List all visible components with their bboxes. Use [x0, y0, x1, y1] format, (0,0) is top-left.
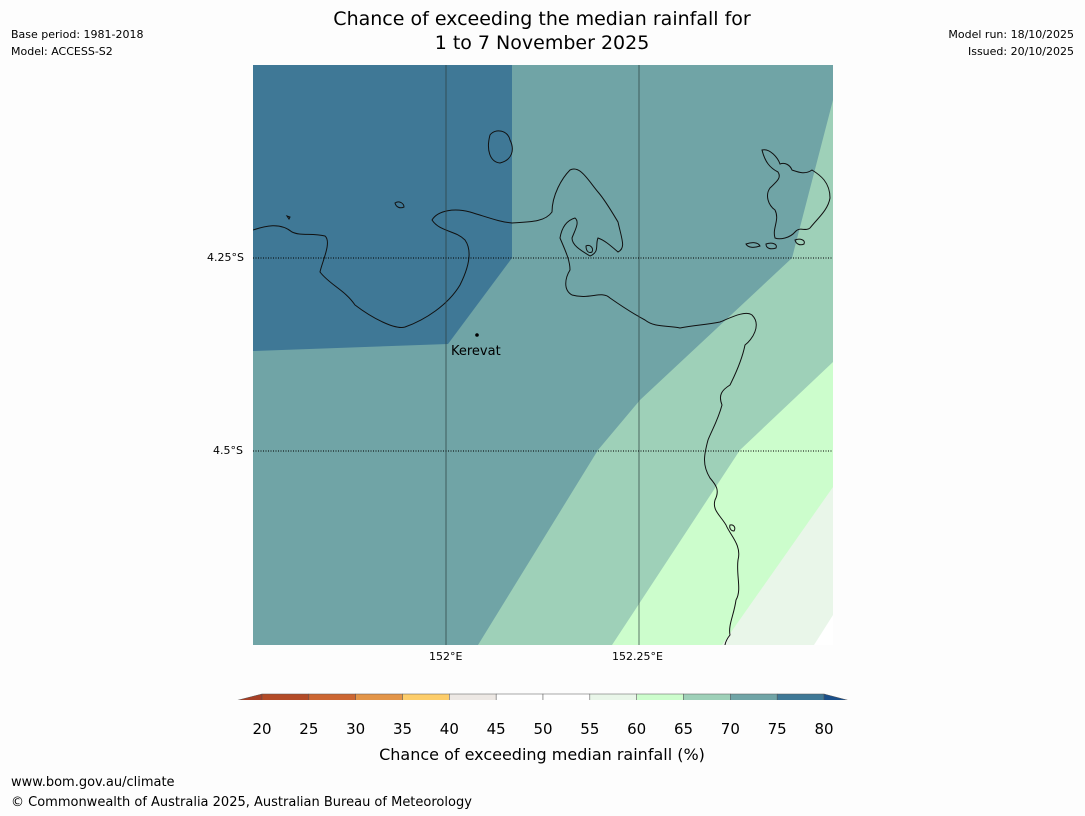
- colorbar-tick-label: 50: [533, 720, 553, 738]
- colorbar-swatch: [776, 693, 825, 700]
- colorbar-tick-label: 80: [814, 720, 834, 738]
- colorbar-swatch: [636, 693, 684, 700]
- coastline-islet-2: [285, 215, 291, 220]
- colorbar-tick-label: 60: [627, 720, 647, 738]
- coastline: [253, 130, 831, 645]
- issued-date: Issued: 20/10/2025: [967, 45, 1074, 58]
- colorbar-tick-label: 75: [767, 720, 787, 738]
- colorbar-tick-label: 40: [439, 720, 459, 738]
- coastline-islet-6: [585, 245, 593, 253]
- colorbar-swatch: [589, 693, 637, 700]
- colorbar-swatch: [495, 693, 544, 700]
- footer-copyright: © Commonwealth of Australia 2025, Austra…: [11, 795, 472, 810]
- colorbar-swatch: [449, 693, 497, 700]
- colorbar: [237, 693, 848, 700]
- coastline-islet-5: [794, 238, 805, 246]
- colorbar-tick-label: 25: [299, 720, 319, 738]
- coastline-duke-of-york: [761, 149, 831, 240]
- colorbar-tick-label: 45: [486, 720, 506, 738]
- colorbar-tick-label: 20: [252, 720, 272, 738]
- map-title: Chance of exceeding the median rainfall …: [242, 7, 842, 55]
- colorbar-swatch: [730, 693, 778, 700]
- coastline-islet-4: [765, 242, 777, 250]
- colorbar-swatch: [402, 693, 450, 700]
- colorbar-tick-label: 70: [720, 720, 740, 738]
- kerevat-marker: [475, 333, 479, 337]
- coastline-islet-3: [745, 242, 761, 248]
- place-label-kerevat: Kerevat: [451, 344, 501, 359]
- colorbar-tick-label: 65: [673, 720, 694, 738]
- region-50-55: [814, 615, 833, 645]
- colorbar-swatch: [355, 693, 403, 700]
- rainfall-map: Kerevat: [237, 65, 848, 700]
- colorbar-extend-high: [823, 693, 848, 700]
- region-55-60: [722, 487, 833, 645]
- title-line-1: Chance of exceeding the median rainfall …: [333, 8, 751, 30]
- coastline-main: [253, 168, 757, 645]
- model-name: Model: ACCESS-S2: [11, 45, 113, 58]
- lon-label-152: 152°E: [429, 650, 463, 663]
- coastline-islet-7: [729, 524, 736, 532]
- colorbar-tick-label: 35: [392, 720, 413, 738]
- meta-left: Base period: 1981-2018 Model: ACCESS-S2: [11, 26, 143, 60]
- colorbar-swatch: [261, 693, 310, 700]
- lat-label-4-25: 4.25°S: [207, 251, 244, 264]
- lon-label-152-25: 152.25°E: [612, 650, 663, 663]
- region-75-80: [253, 65, 512, 351]
- colorbar-extend-low: [237, 693, 263, 700]
- graticule: [253, 65, 833, 645]
- footer-url: www.bom.gov.au/climate: [11, 775, 175, 790]
- coastline-islet-1: [394, 201, 405, 209]
- colorbar-swatch: [683, 693, 731, 700]
- title-line-2: 1 to 7 November 2025: [434, 32, 650, 54]
- model-run: Model run: 18/10/2025: [948, 28, 1074, 41]
- meta-right: Model run: 18/10/2025 Issued: 20/10/2025: [948, 26, 1074, 60]
- lat-label-4-5: 4.5°S: [213, 444, 243, 457]
- colorbar-tick-label: 30: [346, 720, 366, 738]
- coastline-island-north: [487, 130, 513, 164]
- base-period: Base period: 1981-2018: [11, 28, 144, 41]
- colorbar-title: Chance of exceeding median rainfall (%): [379, 745, 705, 764]
- colorbar-swatch: [308, 693, 356, 700]
- colorbar-swatch: [542, 693, 591, 700]
- colorbar-tick-label: 55: [580, 720, 600, 738]
